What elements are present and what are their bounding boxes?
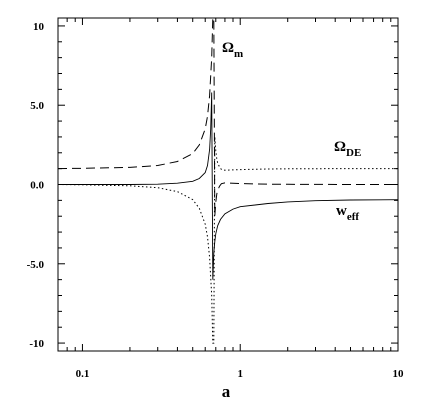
x-tick-label: 1 — [237, 368, 243, 380]
series-label-weff: weff — [336, 203, 359, 223]
x-axis-label: a — [222, 382, 231, 401]
omega-de-line — [57, 136, 398, 344]
omega-de-sub: DE — [346, 147, 361, 159]
y-tick-label: 5.0 — [30, 100, 44, 112]
x-axis-ticks: 0.1 1 10 — [57, 18, 405, 380]
omega-m-sub: m — [234, 48, 243, 60]
y-tick-label: 0.0 — [30, 180, 44, 192]
y-tick-label: -10 — [29, 338, 44, 350]
weff-line — [58, 92, 399, 280]
y-tick-label: -5.0 — [27, 259, 45, 271]
x-tick-label: 10 — [393, 368, 405, 380]
series-label-omega-m: Ωm — [222, 40, 243, 60]
y-axis-ticks: 10 5.0 0.0 -5.0 -10 — [27, 21, 398, 350]
series-layer — [57, 17, 399, 344]
omega-m-line — [57, 17, 398, 217]
y-tick-label: 10 — [33, 21, 45, 33]
weff-main: w — [336, 203, 347, 219]
series-label-omega-de: ΩDE — [334, 139, 361, 159]
omega-m-main: Ω — [222, 40, 234, 56]
x-tick-label: 0.1 — [76, 368, 90, 380]
weff-sub: eff — [347, 211, 360, 223]
omega-de-main: Ω — [334, 139, 346, 155]
